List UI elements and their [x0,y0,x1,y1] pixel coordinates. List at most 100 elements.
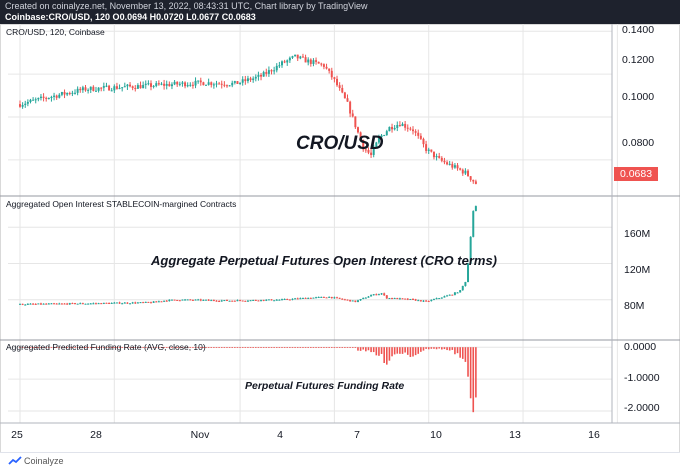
oi-bar [110,302,113,304]
header-ohlc-line: Coinbase:CRO/USD, 120 O0.0694 H0.0720 L0… [5,12,256,22]
funding-bar [61,347,63,348]
oi-bar [375,294,378,296]
high-label: H [149,12,157,22]
oi-bar [197,299,200,301]
oi-bar [115,302,118,304]
oi-bar [370,295,373,297]
oi-bar [406,298,409,300]
oi-bar [325,297,328,299]
oi-bar [199,299,202,301]
candle-body [50,96,53,99]
chart-canvas[interactable] [0,0,680,452]
candle-body [142,84,145,89]
oi-bar [362,297,365,299]
candle-body [81,87,84,91]
funding-bar [45,347,47,348]
oi-bar [39,303,42,305]
funding-bar [270,347,273,348]
funding-bar [262,347,265,348]
oi-bar [404,298,407,300]
oi-bar [283,298,286,300]
oi-bar [32,303,35,305]
oi-bar [254,299,257,301]
candle-body [443,160,446,163]
candle-body [115,86,118,89]
oi-bar [94,303,97,305]
oi-bar [210,300,213,302]
candle-body [257,74,260,77]
candle-body [131,86,134,89]
candle-body [76,88,79,93]
oi-bar [68,303,71,305]
funding-bar [55,347,58,348]
oi-bar [440,297,443,299]
oi-bar [181,299,184,301]
candle-body [100,87,103,89]
oi-bar [63,303,66,305]
oi-pane-title: Aggregated Open Interest STABLECOIN-marg… [6,199,237,209]
candle-body [464,170,467,174]
oi-bar [351,300,354,302]
price-tick: 0.1000 [622,91,655,103]
oi-bar [474,206,477,212]
oi-bar [317,297,320,299]
funding-bar [362,347,365,350]
oi-bar [231,300,234,302]
oi-bar [76,303,79,305]
funding-bar [66,347,68,348]
funding-bar [304,347,307,348]
candle-body [136,85,139,89]
candle-body [186,85,189,87]
candle-body [406,127,409,129]
header-bar: Created on coinalyze.net, November 13, 2… [0,0,680,24]
oi-bar [296,298,299,300]
header-created-line: Created on coinalyze.net, November 13, 2… [5,1,368,11]
candle-body [121,87,124,89]
candle-body [296,54,299,59]
candle-body [236,81,239,84]
funding-bar [399,347,401,354]
funding-bar [386,347,388,365]
funding-bar [467,347,469,377]
oi-bar [286,298,289,300]
oi-bar [47,303,50,305]
candle-body [163,83,166,86]
funding-bar [241,347,244,348]
oi-bar [377,294,380,296]
oi-bar [291,298,294,300]
oi-bar [239,300,242,302]
candle-body [398,124,401,127]
oi-bar [60,303,63,305]
candle-body [194,80,197,86]
candle-body [189,84,192,86]
oi-bar [430,299,433,302]
candle-body [58,94,61,98]
funding-bar [82,347,84,348]
candle-body [372,147,375,155]
funding-bar [289,347,291,348]
oi-bar [469,236,472,264]
candle-body [113,86,116,91]
oi-bar [134,302,137,304]
oi-bar [186,299,189,301]
candle-body [246,78,249,82]
funding-bar [401,347,404,354]
candle-body [212,84,215,86]
oi-bar [160,301,163,303]
funding-bar [315,347,317,348]
funding-bar [139,347,142,348]
oi-bar [121,303,124,305]
funding-bar [281,347,283,348]
oi-bar [228,300,231,302]
candle-body [288,57,291,61]
oi-bar [367,296,370,298]
oi-bar [464,282,467,286]
candle-body [97,87,100,91]
oi-bar [459,290,462,293]
candle-body [472,179,475,182]
oi-bar [45,303,48,305]
oi-bar [417,300,420,302]
oi-bar [108,303,111,305]
oi-bar [24,304,27,306]
oi-bar [66,303,69,305]
